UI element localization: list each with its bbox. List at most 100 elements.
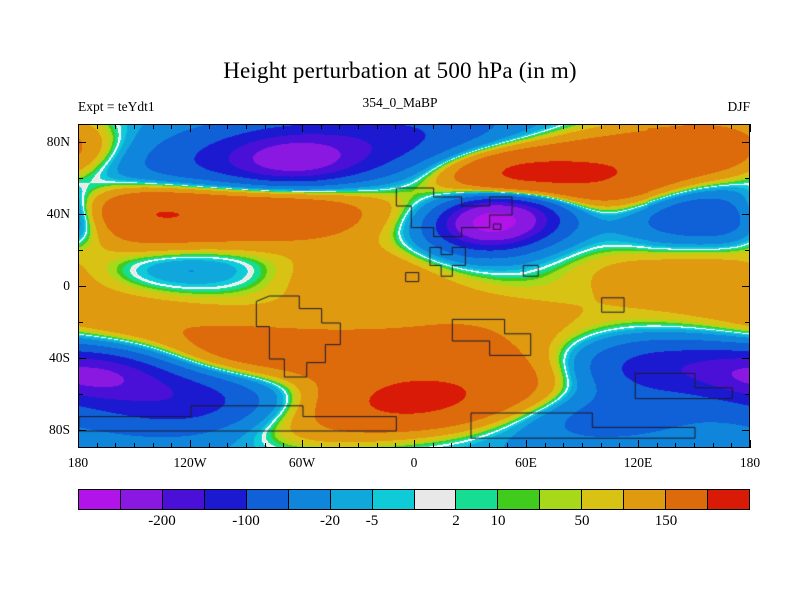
colorbar-swatch xyxy=(624,490,667,509)
tick-mark xyxy=(731,443,733,448)
season-label: DJF xyxy=(727,99,750,114)
contour-map-canvas xyxy=(79,125,749,447)
tick-mark xyxy=(134,443,135,448)
tick-mark xyxy=(78,214,86,215)
tick-mark xyxy=(264,443,266,448)
x-tick-label: 180 xyxy=(67,455,89,470)
tick-mark xyxy=(656,443,658,448)
tick-mark xyxy=(712,443,714,448)
tick-mark xyxy=(208,443,210,448)
tick-mark xyxy=(731,124,733,129)
colorbar-swatch xyxy=(204,490,247,509)
tick-mark xyxy=(742,430,750,431)
colorbar-tick-label: 2 xyxy=(452,513,460,529)
tick-mark xyxy=(78,322,83,323)
tick-mark xyxy=(320,443,322,448)
colorbar xyxy=(78,489,750,510)
tick-mark xyxy=(302,124,303,132)
colorbar-tick-label: -200 xyxy=(148,513,176,529)
experiment-label: Expt = teYdt1 xyxy=(78,99,155,114)
tick-mark xyxy=(745,394,750,395)
tick-mark xyxy=(451,443,453,448)
colorbar-swatch xyxy=(330,490,373,509)
tick-mark xyxy=(208,124,210,129)
x-tick-label: 120W xyxy=(173,455,207,470)
tick-mark xyxy=(227,124,229,129)
tick-mark xyxy=(432,124,434,129)
tick-mark xyxy=(488,443,490,448)
tick-mark xyxy=(544,443,546,448)
tick-mark xyxy=(320,124,322,129)
tick-mark xyxy=(656,124,658,129)
tick-mark xyxy=(302,440,303,448)
tick-mark xyxy=(78,286,86,287)
tick-mark xyxy=(638,124,639,132)
y-tick-label: 80S xyxy=(48,422,70,437)
tick-mark xyxy=(619,124,621,129)
tick-mark xyxy=(78,394,83,395)
colorbar-swatch xyxy=(120,490,163,509)
tick-mark xyxy=(582,124,583,129)
colorbar-swatch xyxy=(246,490,289,509)
tick-mark xyxy=(745,322,750,323)
tick-mark xyxy=(171,124,173,129)
map-plot-area xyxy=(78,124,750,448)
tick-mark xyxy=(745,250,750,251)
tick-mark xyxy=(339,443,341,448)
tick-mark xyxy=(115,124,117,129)
tick-mark xyxy=(227,443,229,448)
tick-mark xyxy=(470,124,471,129)
y-tick-label: 0 xyxy=(63,278,70,293)
tick-mark xyxy=(339,124,341,129)
x-tick-label: 60E xyxy=(515,455,537,470)
tick-mark xyxy=(395,443,397,448)
colorbar-swatch xyxy=(79,490,121,509)
tick-mark xyxy=(171,443,173,448)
tick-mark xyxy=(526,440,527,448)
tick-mark xyxy=(600,443,602,448)
y-tick-label: 40N xyxy=(46,206,70,221)
tick-mark xyxy=(78,440,79,448)
tick-mark xyxy=(115,443,117,448)
tick-mark xyxy=(544,124,546,129)
tick-mark xyxy=(264,124,266,129)
tick-mark xyxy=(395,124,397,129)
colorbar-swatch xyxy=(372,490,415,509)
tick-mark xyxy=(675,443,677,448)
tick-mark xyxy=(78,430,86,431)
x-tick-label: 0 xyxy=(410,455,418,470)
tick-mark xyxy=(619,443,621,448)
tick-mark xyxy=(600,124,602,129)
tick-mark xyxy=(582,443,583,448)
tick-mark xyxy=(488,124,490,129)
run-label: 354_0_MaBP xyxy=(362,95,438,110)
page-title: Height perturbation at 500 hPa (in m) xyxy=(223,58,577,83)
tick-mark xyxy=(507,443,509,448)
tick-mark xyxy=(190,124,191,132)
tick-mark xyxy=(563,443,565,448)
tick-mark xyxy=(750,124,751,132)
tick-mark xyxy=(742,214,750,215)
tick-mark xyxy=(526,124,527,132)
tick-mark xyxy=(712,124,714,129)
tick-mark xyxy=(78,124,79,132)
tick-mark xyxy=(675,124,677,129)
y-tick-label: 40S xyxy=(48,350,70,365)
tick-mark xyxy=(638,440,639,448)
colorbar-swatch xyxy=(288,490,331,509)
tick-mark xyxy=(78,250,83,251)
tick-mark xyxy=(742,286,750,287)
tick-mark xyxy=(432,443,434,448)
tick-mark xyxy=(414,124,415,132)
tick-mark xyxy=(358,443,359,448)
colorbar-swatch xyxy=(582,490,625,509)
tick-mark xyxy=(750,440,751,448)
tick-mark xyxy=(694,124,695,129)
tick-mark xyxy=(414,440,415,448)
colorbar-tick-label: -100 xyxy=(232,513,260,529)
tick-mark xyxy=(376,124,378,129)
colorbar-swatch xyxy=(540,490,583,509)
colorbar-tick-label: -20 xyxy=(320,513,340,529)
tick-mark xyxy=(563,124,565,129)
